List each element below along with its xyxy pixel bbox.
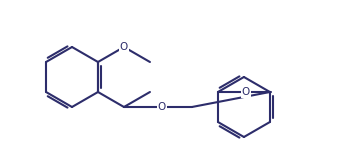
Text: O: O [242, 87, 250, 97]
Text: O: O [158, 102, 166, 112]
Text: O: O [120, 42, 128, 52]
